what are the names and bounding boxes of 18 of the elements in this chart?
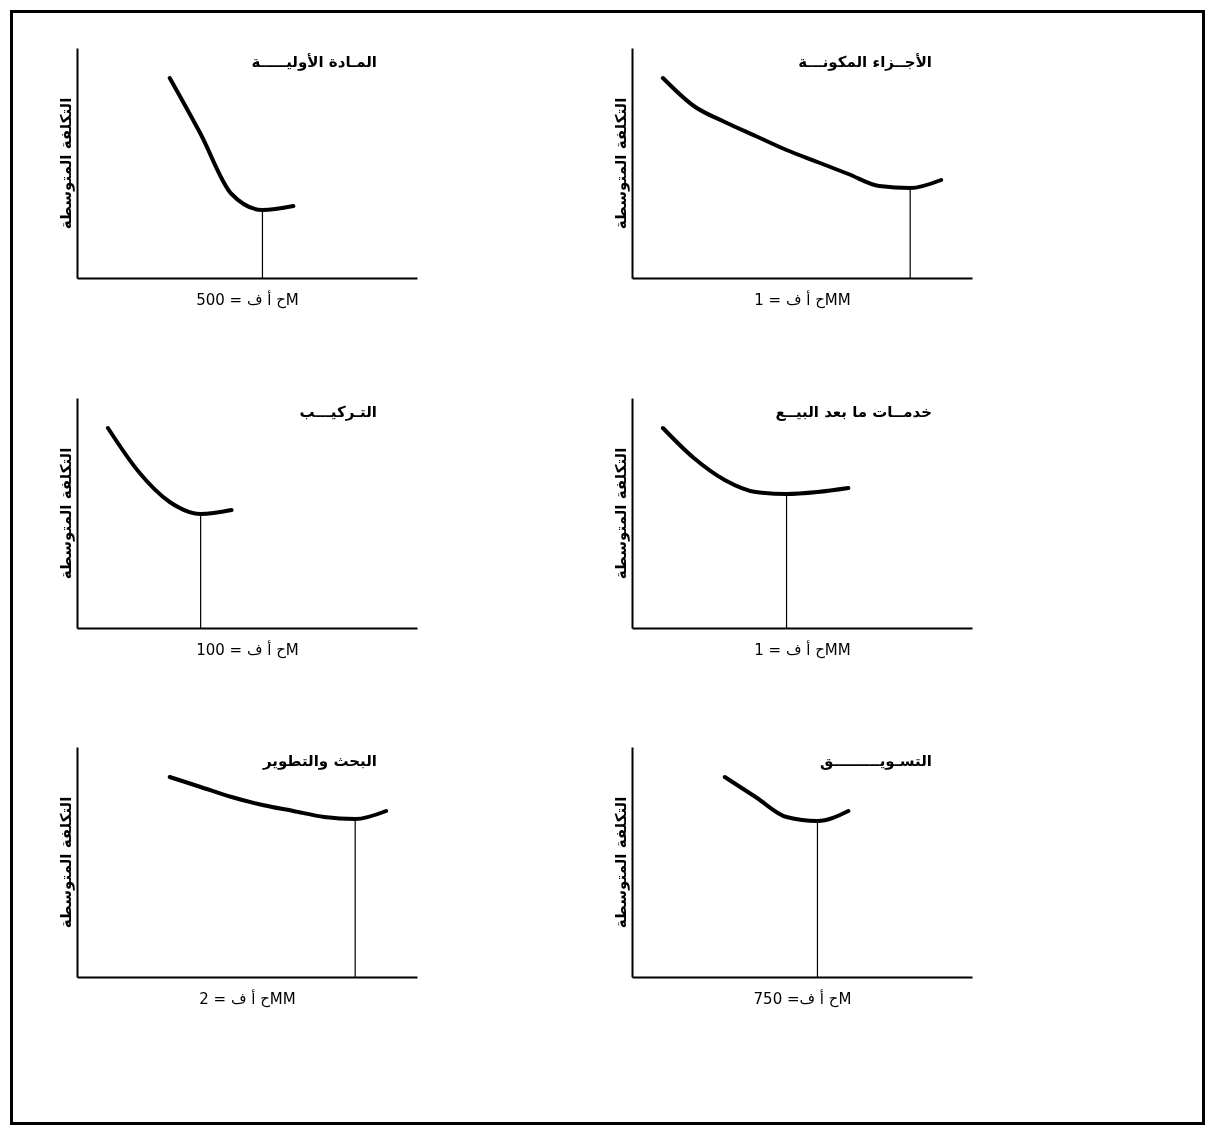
y-axis-title: التكلفة المتوسطة [611, 97, 629, 230]
chart-title: التـركيـــب [299, 402, 377, 421]
y-axis-title: التكلفة المتوسطة [56, 796, 75, 929]
y-axis-title: التكلفة المتوسطة [611, 796, 629, 929]
chart-title: البحث والتطوير [261, 752, 377, 771]
y-axis-title: التكلفة المتوسطة [611, 447, 629, 579]
y-axis-title: التكلفة المتوسطة [56, 97, 75, 230]
x-axis-title: ح أ ف = 500M [196, 289, 299, 309]
x-axis-title: ح أ ف= 750M [753, 988, 851, 1008]
chart-title: التسـويـــــــــق [819, 752, 932, 771]
y-axis-title: التكلفة المتوسطة [56, 447, 75, 579]
x-axis-title: ح أ ف = 1MM [753, 639, 851, 659]
x-axis-title: ح أ ف = 2MM [199, 988, 296, 1008]
x-axis-title: ح أ ف = 1MM [753, 289, 851, 309]
x-axis-title: ح أ ف = 100M [196, 639, 299, 659]
chart-title: المـادة الأوليـــــة [251, 53, 377, 71]
chart-title: خدمــات ما بعد البيــع [774, 402, 932, 421]
chart-title: الأجــزاء المكونـــة [797, 53, 932, 71]
